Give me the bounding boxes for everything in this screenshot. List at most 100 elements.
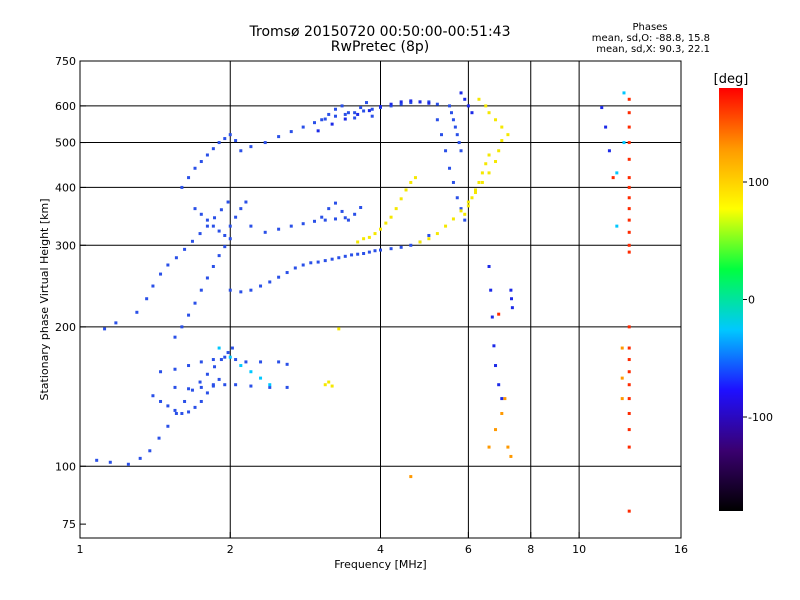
data-point <box>466 200 470 204</box>
data-point <box>259 284 263 288</box>
data-point <box>463 97 467 101</box>
data-point <box>389 247 393 251</box>
data-point <box>404 188 408 192</box>
data-point <box>435 102 439 106</box>
data-point <box>234 139 238 143</box>
data-point <box>620 376 624 380</box>
data-point <box>487 153 491 157</box>
data-point <box>413 176 417 180</box>
data-point <box>500 139 504 143</box>
data-point <box>477 180 481 184</box>
data-point <box>249 370 253 374</box>
data-point <box>620 346 624 350</box>
phase-stats-o-mode: mean, sd,O: -88.8, 15.8 <box>591 33 710 44</box>
x-axis-ticks: 1 2 4 6 8 10 16 <box>77 532 688 556</box>
data-point <box>199 212 203 216</box>
data-point <box>289 130 293 134</box>
data-point <box>494 160 498 164</box>
data-point <box>487 445 491 449</box>
data-point <box>463 218 467 222</box>
data-point <box>384 221 388 225</box>
data-point <box>320 215 324 219</box>
data-point <box>259 376 263 380</box>
data-point <box>473 188 477 192</box>
data-point <box>228 288 232 292</box>
data-point <box>487 111 491 115</box>
data-point <box>627 157 631 161</box>
colorbar-ticks: 100 0 -100 <box>743 176 773 424</box>
data-point <box>627 125 631 129</box>
data-point <box>459 207 463 211</box>
data-point <box>173 408 177 412</box>
phase-stats: Phases mean, sd,O: -88.8, 15.8 mean, sd,… <box>560 22 710 55</box>
data-point <box>223 233 227 237</box>
data-point <box>627 428 631 432</box>
data-point <box>174 256 178 260</box>
x-tick-label: 10 <box>572 543 586 556</box>
x-tick-label: 6 <box>465 543 472 556</box>
data-point <box>500 125 504 129</box>
data-point <box>239 207 243 211</box>
data-point <box>500 397 504 401</box>
data-point <box>346 111 350 115</box>
data-point <box>217 346 221 350</box>
data-point <box>183 399 187 403</box>
data-point <box>480 180 484 184</box>
data-point <box>263 230 267 234</box>
data-point <box>627 141 631 145</box>
data-point <box>213 365 217 369</box>
x-tick-label: 16 <box>674 543 688 556</box>
data-point <box>234 383 238 387</box>
data-point <box>211 147 215 151</box>
data-point <box>444 149 448 153</box>
data-point <box>239 364 243 368</box>
data-point <box>330 384 334 388</box>
data-point <box>509 288 513 292</box>
data-point <box>370 114 374 118</box>
y-axis-ticks: 75 100 200 300 400 500 600 750 <box>55 55 86 531</box>
grid-lines <box>80 61 681 538</box>
data-point <box>362 237 366 241</box>
data-point <box>343 216 347 220</box>
data-point <box>340 104 344 108</box>
data-point <box>435 232 439 236</box>
data-point <box>627 358 631 362</box>
y-tick-label: 750 <box>55 55 76 68</box>
chart-title: Tromsø 20150720 00:50:00-00:51:43 RwPret… <box>200 25 560 55</box>
y-tick-label: 600 <box>55 100 76 113</box>
data-point <box>199 385 203 389</box>
data-point <box>263 141 267 145</box>
data-point <box>448 104 452 108</box>
data-point <box>228 355 232 359</box>
data-point <box>323 383 327 387</box>
title-line-1: Tromsø 20150720 00:50:00-00:51:43 <box>249 24 511 40</box>
data-point <box>409 101 413 105</box>
data-point <box>379 248 382 252</box>
data-point <box>244 200 248 204</box>
data-point <box>379 227 382 231</box>
data-point <box>627 111 631 115</box>
data-point <box>180 185 184 189</box>
data-point <box>333 201 337 205</box>
data-point <box>459 209 463 213</box>
data-point <box>451 217 455 221</box>
data-point <box>457 141 461 145</box>
data-point <box>330 122 334 126</box>
data-point <box>193 405 197 409</box>
data-point <box>198 232 202 236</box>
data-point <box>367 250 371 254</box>
data-point <box>509 454 513 458</box>
data-point <box>480 171 484 175</box>
data-point <box>259 360 263 364</box>
title-line-2: RwPretec (8p) <box>330 39 430 55</box>
data-point <box>362 109 366 113</box>
data-point <box>394 207 398 211</box>
data-point <box>223 137 227 141</box>
y-tick-label: 500 <box>55 137 76 150</box>
data-point <box>277 227 281 231</box>
data-point <box>217 229 221 233</box>
data-point <box>249 288 253 292</box>
data-point <box>627 397 631 401</box>
data-point <box>138 456 142 460</box>
data-point <box>312 219 316 223</box>
